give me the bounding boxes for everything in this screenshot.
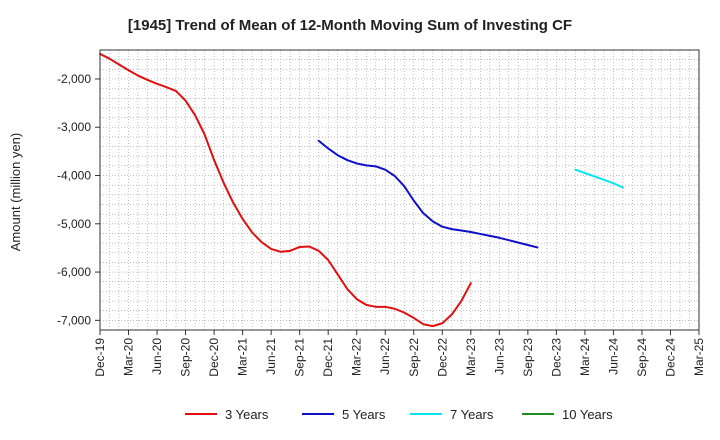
x-tick-label: Jun-20 <box>150 338 164 375</box>
legend-label: 10 Years <box>562 407 613 422</box>
x-tick-label: Mar-20 <box>122 338 136 376</box>
x-axis-ticks: Dec-19 Mar-20 Jun-20 Sep-20 Dec-20 Mar-21 Jun-… <box>93 330 706 377</box>
series-lines <box>99 52 624 328</box>
y-tick-label: -3,000 <box>57 120 91 134</box>
grid <box>100 50 699 330</box>
y-axis-ticks: -7,000 -6,000 -5,000 -4,000 -3,000 -2,000 <box>57 72 100 327</box>
x-tick-label: Sep-24 <box>635 338 649 377</box>
x-tick-label: Jun-22 <box>378 338 392 375</box>
x-tick-label: Sep-23 <box>521 338 535 377</box>
x-tick-label: Mar-21 <box>236 338 250 376</box>
y-axis-label: Amount (million yen) <box>8 133 23 252</box>
y-tick-label: -6,000 <box>57 265 91 279</box>
x-tick-label: Sep-21 <box>293 338 307 377</box>
y-tick-label: -5,000 <box>57 217 91 231</box>
x-tick-label: Sep-22 <box>407 338 421 377</box>
y-tick-label: -2,000 <box>57 72 91 86</box>
x-tick-label: Dec-19 <box>93 338 107 377</box>
x-tick-label: Dec-21 <box>321 338 335 377</box>
y-tick-label: -4,000 <box>57 169 91 183</box>
legend-label: 3 Years <box>225 407 269 422</box>
x-tick-label: Jun-21 <box>264 338 278 375</box>
x-tick-label: Mar-22 <box>350 338 364 376</box>
x-tick-label: Dec-20 <box>207 338 221 377</box>
chart-title: [1945] Trend of Mean of 12-Month Moving … <box>128 17 572 34</box>
series-line-3-years <box>99 52 472 328</box>
x-tick-label: Sep-20 <box>179 338 193 377</box>
legend-label: 5 Years <box>342 407 386 422</box>
x-tick-label: Mar-25 <box>692 338 706 376</box>
x-tick-label: Dec-22 <box>435 338 449 377</box>
plot-area-frame <box>99 49 700 331</box>
x-tick-label: Mar-24 <box>578 338 592 376</box>
legend-label: 7 Years <box>450 407 494 422</box>
x-tick-label: Dec-24 <box>663 338 677 377</box>
legend: 3 Years 5 Years 7 Years 10 Years <box>185 407 613 422</box>
series-line-5-years <box>317 139 539 249</box>
y-tick-label: -7,000 <box>57 313 91 327</box>
x-tick-label: Jun-23 <box>492 338 506 375</box>
x-tick-label: Jun-24 <box>606 338 620 375</box>
x-tick-label: Dec-23 <box>549 338 563 377</box>
x-tick-label: Mar-23 <box>464 338 478 376</box>
series-line-7-years <box>574 168 624 189</box>
